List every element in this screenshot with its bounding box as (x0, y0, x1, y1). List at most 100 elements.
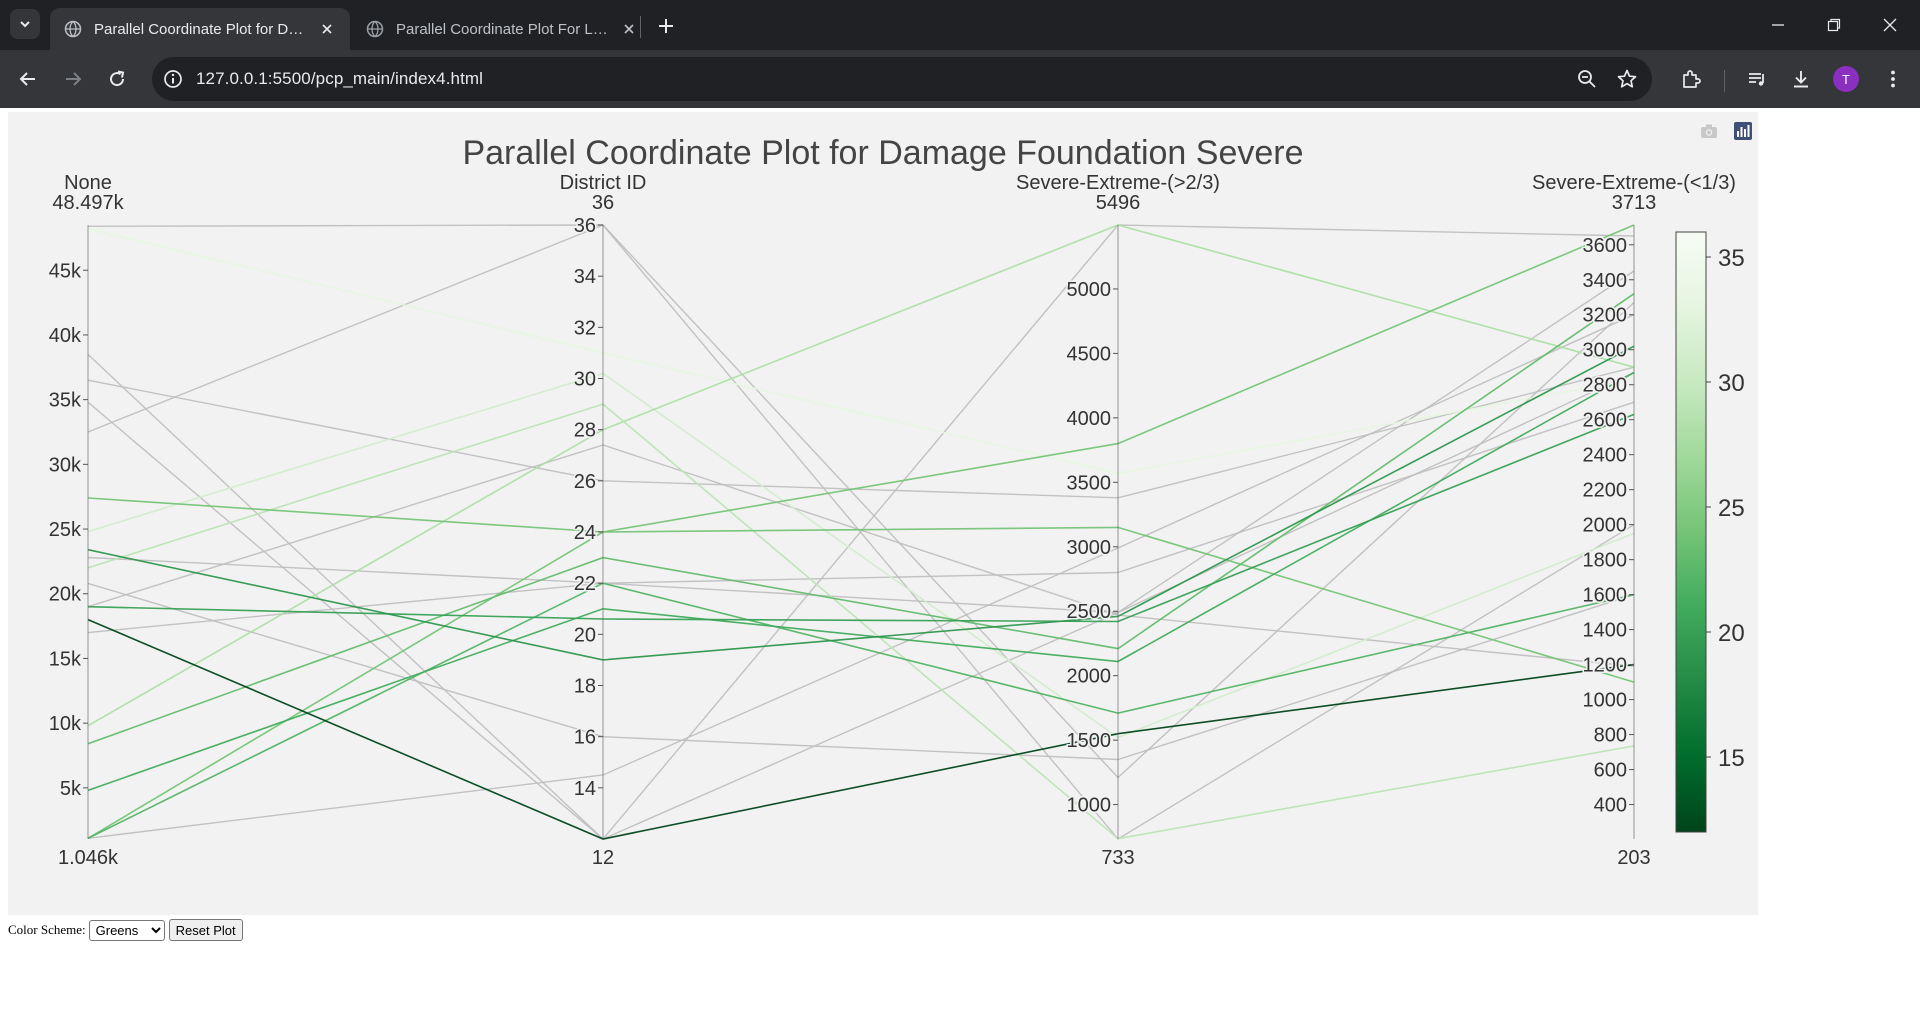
axis-3[interactable]: Severe-Extreme-(>2/3)5496 733 1000 1500 2000… (1016, 172, 1220, 869)
axis-tick-label: 35k (49, 390, 82, 412)
tab-search-button[interactable] (10, 9, 40, 39)
zoom-out-icon[interactable] (1576, 68, 1598, 90)
chevron-down-icon (20, 21, 30, 28)
axis-tick-label: 1800 (1583, 550, 1628, 572)
tab-divider (640, 16, 641, 38)
axis-tick-label: 10k (49, 713, 82, 735)
star-icon[interactable] (1616, 68, 1638, 90)
new-tab-button[interactable] (652, 12, 680, 40)
tab-inactive[interactable]: Parallel Coordinate Plot For Legend (352, 8, 652, 50)
restore-button[interactable] (1806, 0, 1862, 50)
close-tab-icon[interactable] (620, 20, 638, 38)
close-window-button[interactable] (1862, 0, 1918, 50)
axis-label: Severe-Extreme-(<1/3) (1532, 172, 1736, 194)
minimize-button[interactable] (1750, 0, 1806, 50)
reset-plot-button[interactable]: Reset Plot (168, 919, 243, 941)
axis-tick-label: 22 (574, 573, 596, 595)
colorbar-tick-label: 25 (1718, 495, 1745, 522)
reload-icon (110, 70, 125, 87)
axis-min-label: 12 (592, 847, 614, 869)
axis-tick-label: 26 (574, 471, 596, 493)
axis-tick-label: 16 (574, 727, 596, 749)
plot-controls: Color Scheme: Greens Reset Plot (8, 918, 243, 942)
camera-icon[interactable] (1700, 122, 1718, 140)
data-line[interactable] (87, 366, 1635, 499)
close-tab-icon[interactable] (318, 20, 336, 38)
data-line[interactable] (87, 582, 1635, 840)
browser-toolbar: 127.0.0.1:5500/pcp_main/index4.html T (0, 50, 1920, 108)
download-icon (1794, 71, 1808, 88)
data-line[interactable] (87, 224, 1635, 779)
data-line[interactable] (87, 293, 1635, 745)
browser-menu-button[interactable] (1880, 66, 1906, 92)
axis-4[interactable]: Severe-Extreme-(<1/3)3713 203 400 600 800 100… (1532, 172, 1736, 869)
back-button[interactable] (12, 63, 44, 95)
colorbar: 35 30 25 20 15 (1675, 231, 1745, 833)
color-scheme-select[interactable]: Greens (88, 919, 165, 941)
axis-tick-label: 14 (574, 778, 596, 800)
data-line[interactable] (87, 371, 1635, 634)
data-line[interactable] (87, 224, 1635, 841)
axis-tick-label: 1600 (1583, 585, 1628, 607)
close-icon (1883, 18, 1897, 32)
axis-tick-label: 28 (574, 420, 596, 442)
media-control-button[interactable] (1744, 66, 1770, 92)
forward-button[interactable] (57, 63, 89, 95)
data-line[interactable] (87, 224, 1635, 839)
data-line[interactable] (87, 401, 1635, 584)
plot-container[interactable]: Parallel Coordinate Plot for Damage Foun… (8, 112, 1758, 915)
axis-label: None (64, 172, 112, 194)
axis-tick-label: 24 (574, 522, 596, 544)
data-line[interactable] (87, 270, 1635, 840)
data-line[interactable] (87, 413, 1635, 623)
downloads-button[interactable] (1788, 66, 1814, 92)
axis-max-label: 36 (592, 192, 614, 214)
axis-tick-label: 1000 (1583, 690, 1628, 712)
colorbar-tick-label: 20 (1718, 620, 1745, 647)
axis-tick-label: 30k (49, 454, 82, 476)
data-line[interactable] (87, 314, 1635, 839)
restore-icon (1827, 18, 1841, 32)
axis-tick-label: 400 (1594, 795, 1627, 817)
axis-tick-label: 2200 (1583, 480, 1628, 502)
plotly-logo-icon[interactable] (1734, 122, 1752, 140)
axis-min-label: 203 (1617, 847, 1650, 869)
playlist-icon (1749, 73, 1764, 86)
axis-tick-label: 1000 (1067, 795, 1112, 817)
extensions-button[interactable] (1678, 66, 1704, 92)
axis-tick-label: 15k (49, 648, 82, 670)
puzzle-icon (1683, 70, 1701, 88)
axis-tick-label: 25k (49, 519, 82, 541)
data-line[interactable] (87, 372, 1635, 739)
axis-tick-label: 2800 (1583, 375, 1628, 397)
tab-active[interactable]: Parallel Coordinate Plot for Damage Foun… (50, 8, 350, 50)
data-line[interactable] (87, 371, 1635, 792)
arrow-left-icon (19, 72, 35, 86)
address-bar[interactable]: 127.0.0.1:5500/pcp_main/index4.html (152, 57, 1652, 101)
axis-tick-label: 800 (1594, 725, 1627, 747)
profile-avatar[interactable]: T (1833, 66, 1859, 92)
data-line[interactable] (87, 228, 1635, 475)
colorbar-gradient (1675, 231, 1707, 833)
toolbar-divider (1724, 70, 1725, 92)
parallel-coordinate-chart[interactable]: Parallel Coordinate Plot for Damage Foun… (8, 112, 1758, 915)
axis-tick-label: 3200 (1583, 305, 1628, 327)
axis-min-label: 733 (1101, 847, 1134, 869)
data-line[interactable] (87, 582, 1635, 761)
reload-button[interactable] (101, 63, 133, 95)
axis-tick-label: 20k (49, 584, 82, 606)
data-line[interactable] (87, 345, 1635, 661)
axis-tick-label: 2500 (1067, 601, 1112, 623)
data-line[interactable] (87, 224, 1635, 727)
axis-tick-label: 30 (574, 369, 596, 391)
chart-title: Parallel Coordinate Plot for Damage Foun… (462, 134, 1303, 172)
data-line[interactable] (87, 618, 1635, 840)
globe-icon (64, 20, 82, 38)
data-line[interactable] (87, 403, 1635, 840)
axis-tick-label: 3400 (1583, 270, 1628, 292)
site-info-icon[interactable] (162, 68, 184, 90)
data-line[interactable] (87, 497, 1635, 683)
globe-icon (366, 20, 384, 38)
